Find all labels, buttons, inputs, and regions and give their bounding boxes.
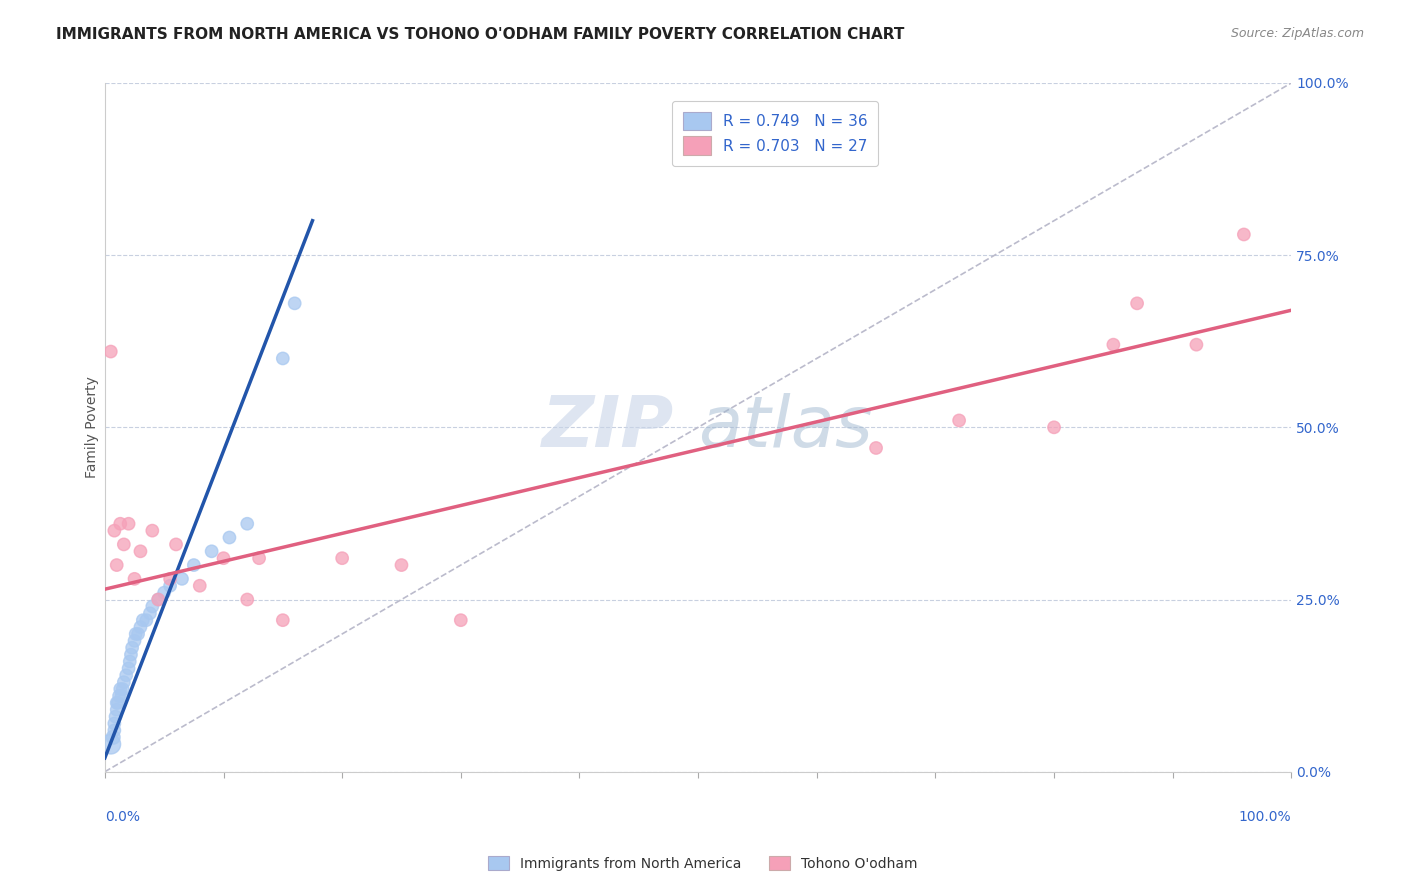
- Point: [105, 703, 128, 717]
- Text: atlas: atlas: [699, 392, 873, 462]
- Point: [165, 537, 187, 551]
- Text: 100.0%: 100.0%: [1239, 810, 1291, 823]
- Point: [139, 607, 162, 621]
- Legend: R = 0.749   N = 36, R = 0.703   N = 27: R = 0.749 N = 36, R = 0.703 N = 27: [672, 101, 879, 166]
- Point: [100, 344, 122, 359]
- Y-axis label: Family Poverty: Family Poverty: [86, 376, 100, 478]
- Point: [148, 592, 170, 607]
- Point: [1126, 296, 1149, 310]
- Point: [1102, 337, 1125, 351]
- Legend: Immigrants from North America, Tohono O'odham: Immigrants from North America, Tohono O'…: [482, 850, 924, 876]
- Point: [450, 613, 472, 627]
- Point: [159, 579, 181, 593]
- Point: [103, 716, 125, 731]
- Point: [391, 558, 413, 572]
- Point: [1185, 337, 1208, 351]
- Text: Source: ZipAtlas.com: Source: ZipAtlas.com: [1230, 27, 1364, 40]
- Point: [271, 613, 294, 627]
- Point: [141, 599, 163, 614]
- Point: [118, 655, 141, 669]
- Point: [218, 531, 240, 545]
- Point: [100, 737, 122, 751]
- Point: [112, 675, 135, 690]
- Point: [948, 413, 970, 427]
- Point: [271, 351, 294, 366]
- Point: [108, 689, 131, 703]
- Point: [247, 551, 270, 566]
- Point: [110, 681, 132, 696]
- Point: [170, 572, 193, 586]
- Point: [212, 551, 235, 566]
- Point: [110, 516, 132, 531]
- Point: [117, 661, 139, 675]
- Point: [104, 709, 127, 723]
- Point: [125, 627, 148, 641]
- Point: [111, 681, 134, 696]
- Point: [129, 620, 152, 634]
- Point: [183, 558, 205, 572]
- Point: [1233, 227, 1256, 242]
- Point: [124, 572, 146, 586]
- Point: [110, 689, 132, 703]
- Point: [103, 723, 125, 738]
- Point: [188, 579, 211, 593]
- Text: ZIP: ZIP: [543, 392, 675, 462]
- Point: [1043, 420, 1066, 434]
- Point: [115, 668, 138, 682]
- Point: [135, 613, 157, 627]
- Point: [105, 696, 128, 710]
- Text: IMMIGRANTS FROM NORTH AMERICA VS TOHONO O'ODHAM FAMILY POVERTY CORRELATION CHART: IMMIGRANTS FROM NORTH AMERICA VS TOHONO …: [56, 27, 904, 42]
- Point: [159, 572, 181, 586]
- Text: 0.0%: 0.0%: [105, 810, 139, 823]
- Point: [105, 558, 128, 572]
- Point: [127, 627, 149, 641]
- Point: [120, 648, 142, 662]
- Point: [330, 551, 353, 566]
- Point: [201, 544, 224, 558]
- Point: [101, 731, 124, 745]
- Point: [284, 296, 307, 310]
- Point: [141, 524, 163, 538]
- Point: [148, 592, 170, 607]
- Point: [103, 524, 125, 538]
- Point: [129, 544, 152, 558]
- Point: [112, 537, 135, 551]
- Point: [107, 696, 129, 710]
- Point: [124, 633, 146, 648]
- Point: [236, 516, 259, 531]
- Point: [865, 441, 887, 455]
- Point: [121, 640, 143, 655]
- Point: [236, 592, 259, 607]
- Point: [117, 516, 139, 531]
- Point: [153, 585, 176, 599]
- Point: [132, 613, 155, 627]
